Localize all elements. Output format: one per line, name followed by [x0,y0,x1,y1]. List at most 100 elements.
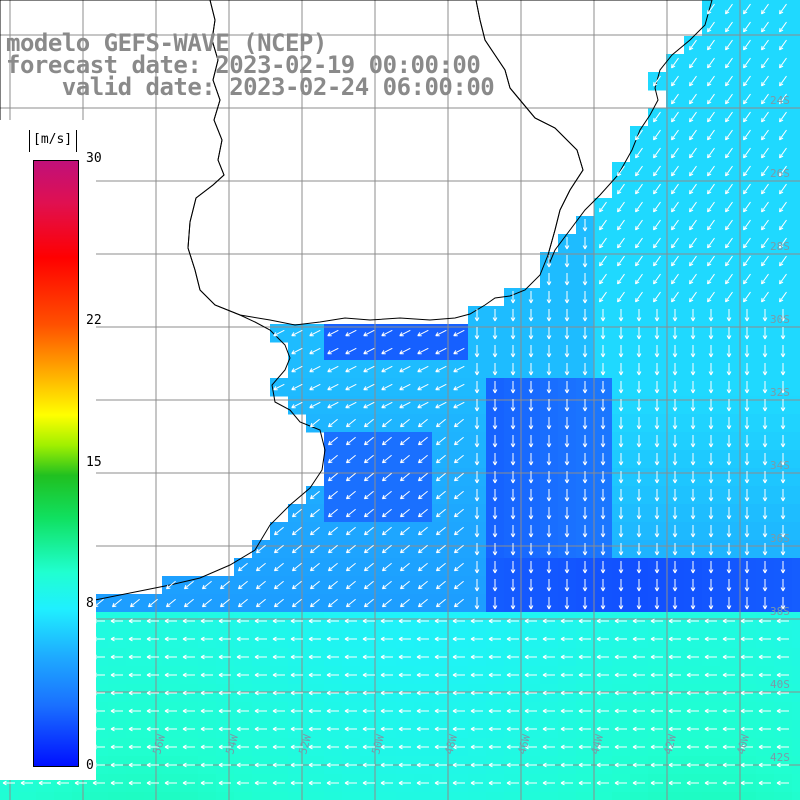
wind-arrow [200,636,213,642]
wind-arrow [654,525,660,538]
wind-arrow [417,436,428,446]
wind-arrow [671,147,679,159]
wind-arrow [707,111,715,123]
wind-arrow [290,636,303,642]
wind-arrow [398,654,411,660]
wind-arrow [510,417,516,430]
wind-arrow [200,708,213,714]
wind-arrow [671,219,679,231]
wind-arrow [618,417,624,430]
wind-arrow [596,672,609,678]
wind-arrow [743,57,751,69]
wind-arrow [744,579,750,592]
wind-arrow [600,417,606,430]
wind-arrow [617,291,625,303]
wind-arrow [452,708,465,714]
wind-arrow [345,598,356,608]
wind-arrow [654,417,660,430]
wind-arrow [689,57,697,69]
wind-arrow [671,237,679,249]
wind-arrow [779,237,787,249]
wind-arrow [546,507,552,520]
wind-arrow [668,780,681,786]
wind-arrow [291,365,303,373]
wind-arrow [510,507,516,520]
wind-speed-cell [792,486,800,505]
wind-arrow [272,618,285,624]
wind-arrow [92,780,105,786]
wind-arrow [672,363,678,376]
wind-arrow [344,708,357,714]
wind-arrow [564,561,570,574]
wind-arrow [776,672,789,678]
wind-arrow [618,525,624,538]
wind-arrow [435,347,447,355]
wind-arrow [128,690,141,696]
wind-arrow [398,780,411,786]
wind-arrow [599,237,607,249]
wind-arrow [779,255,787,267]
wind-arrow [291,562,302,572]
wind-speed-cell [792,540,800,559]
wind-arrow [110,726,123,732]
wind-arrow [636,507,642,520]
wind-arrow [452,672,465,678]
wind-speed-cell [792,162,800,181]
wind-arrow [704,690,717,696]
wind-arrow [255,544,266,554]
wind-arrow [492,327,498,340]
wind-arrow [636,543,642,556]
wind-arrow [740,762,753,768]
longitude-label: 52W [296,733,314,756]
wind-arrow [599,273,607,285]
wind-arrow [453,365,465,373]
wind-speed-cell [792,738,800,757]
wind-arrow [708,417,714,430]
wind-arrow [650,744,663,750]
wind-arrow [564,597,570,610]
wind-arrow [560,744,573,750]
wind-arrow [254,672,267,678]
wind-arrow [672,309,678,322]
wind-arrow [272,744,285,750]
wind-arrow [618,561,624,574]
wind-arrow [722,726,735,732]
wind-arrow [743,237,751,249]
wind-arrow [740,672,753,678]
wind-arrow [381,544,392,554]
wind-arrow [707,219,715,231]
wind-arrow [780,489,786,502]
wind-arrow [218,636,231,642]
wind-arrow [344,618,357,624]
colorbar [33,160,79,767]
wind-arrow [617,273,625,285]
wind-arrow [381,383,393,391]
wind-arrow [618,327,624,340]
wind-speed-cell [342,792,361,800]
wind-arrow [582,525,588,538]
wind-arrow [744,417,750,430]
wind-speed-cell [36,792,55,800]
wind-speed-cell [360,792,379,800]
wind-arrow [636,489,642,502]
wind-arrow [542,618,555,624]
wind-arrow [708,507,714,520]
wind-arrow [435,454,446,464]
wind-arrow [308,726,321,732]
wind-arrow [546,453,552,466]
wind-arrow [780,525,786,538]
wind-arrow [690,579,696,592]
wind-arrow [398,690,411,696]
wind-arrow [761,3,769,15]
wind-arrow [290,672,303,678]
wind-arrow [582,471,588,484]
wind-arrow [582,543,588,556]
wind-arrow [380,636,393,642]
wind-arrow [506,690,519,696]
wind-arrow [546,561,552,574]
coastline [0,0,713,616]
wind-arrow [398,762,411,768]
wind-arrow [524,672,537,678]
wind-arrow [600,471,606,484]
wind-arrow [614,726,627,732]
